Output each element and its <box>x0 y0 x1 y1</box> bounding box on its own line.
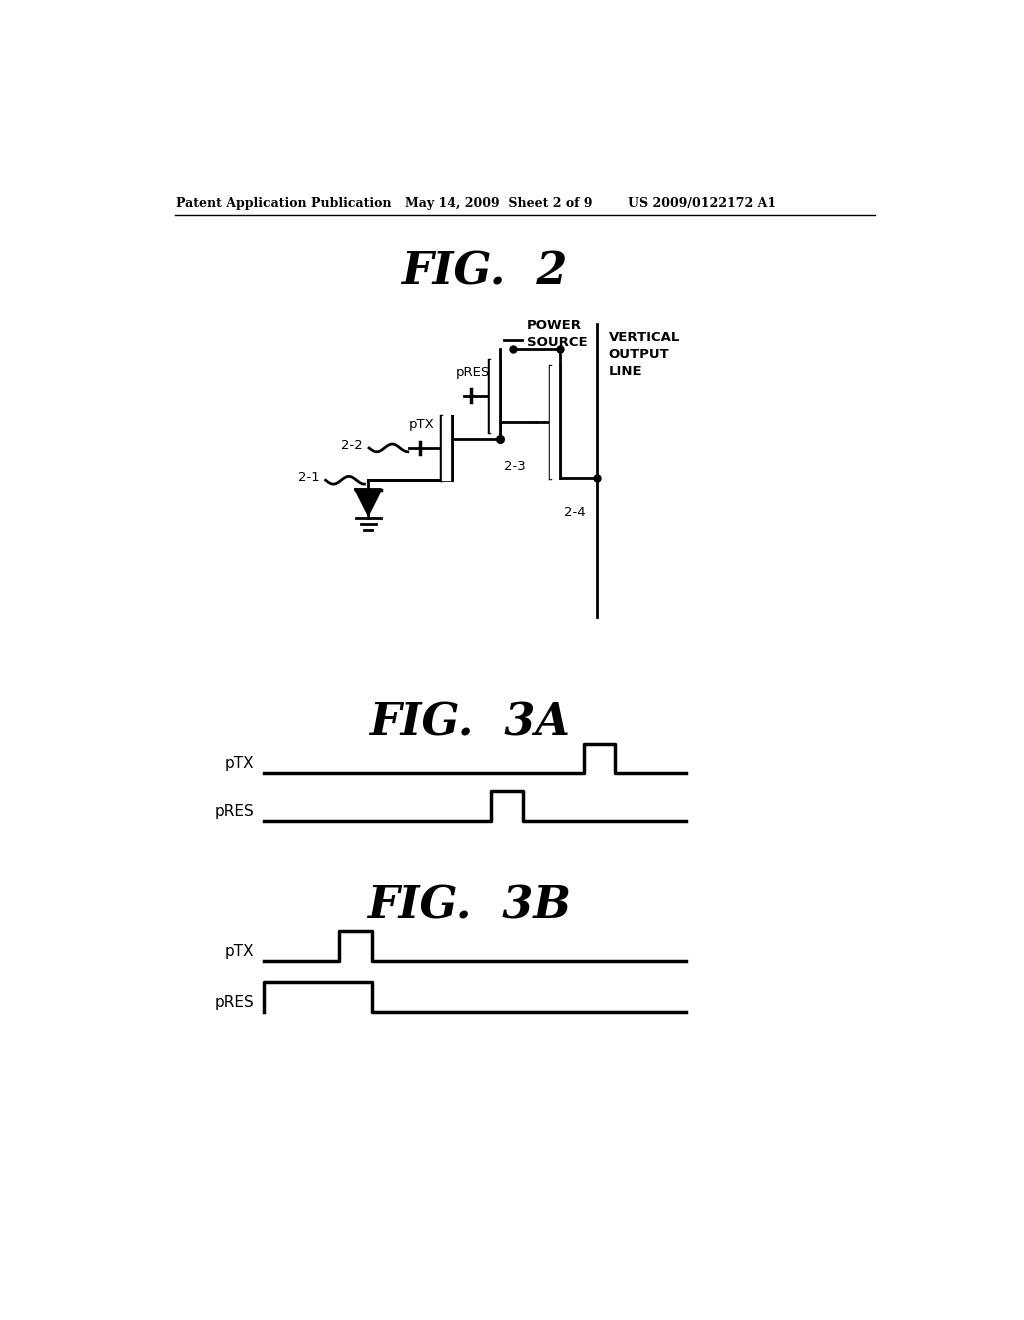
Text: May 14, 2009  Sheet 2 of 9: May 14, 2009 Sheet 2 of 9 <box>406 197 593 210</box>
Text: pTX: pTX <box>224 756 254 771</box>
Text: pTX: pTX <box>409 418 434 430</box>
Polygon shape <box>356 490 381 515</box>
Text: FIG.  3A: FIG. 3A <box>369 701 569 744</box>
Text: US 2009/0122172 A1: US 2009/0122172 A1 <box>628 197 776 210</box>
Text: 2-1: 2-1 <box>298 471 319 484</box>
Text: FIG.  3B: FIG. 3B <box>367 884 571 928</box>
Text: POWER
SOURCE: POWER SOURCE <box>527 319 588 348</box>
Bar <box>489 360 500 432</box>
Text: pRES: pRES <box>456 366 490 379</box>
Text: Patent Application Publication: Patent Application Publication <box>176 197 391 210</box>
Bar <box>442 416 452 480</box>
Text: pRES: pRES <box>215 995 254 1010</box>
Text: FIG.  2: FIG. 2 <box>401 251 567 294</box>
Text: 2-4: 2-4 <box>564 506 586 519</box>
Text: pTX: pTX <box>224 944 254 960</box>
Bar <box>550 367 560 478</box>
Text: 2-2: 2-2 <box>341 440 362 453</box>
Text: VERTICAL
OUTPUT
LINE: VERTICAL OUTPUT LINE <box>608 331 680 379</box>
Text: 2-3: 2-3 <box>504 459 525 473</box>
Text: pRES: pRES <box>215 804 254 818</box>
